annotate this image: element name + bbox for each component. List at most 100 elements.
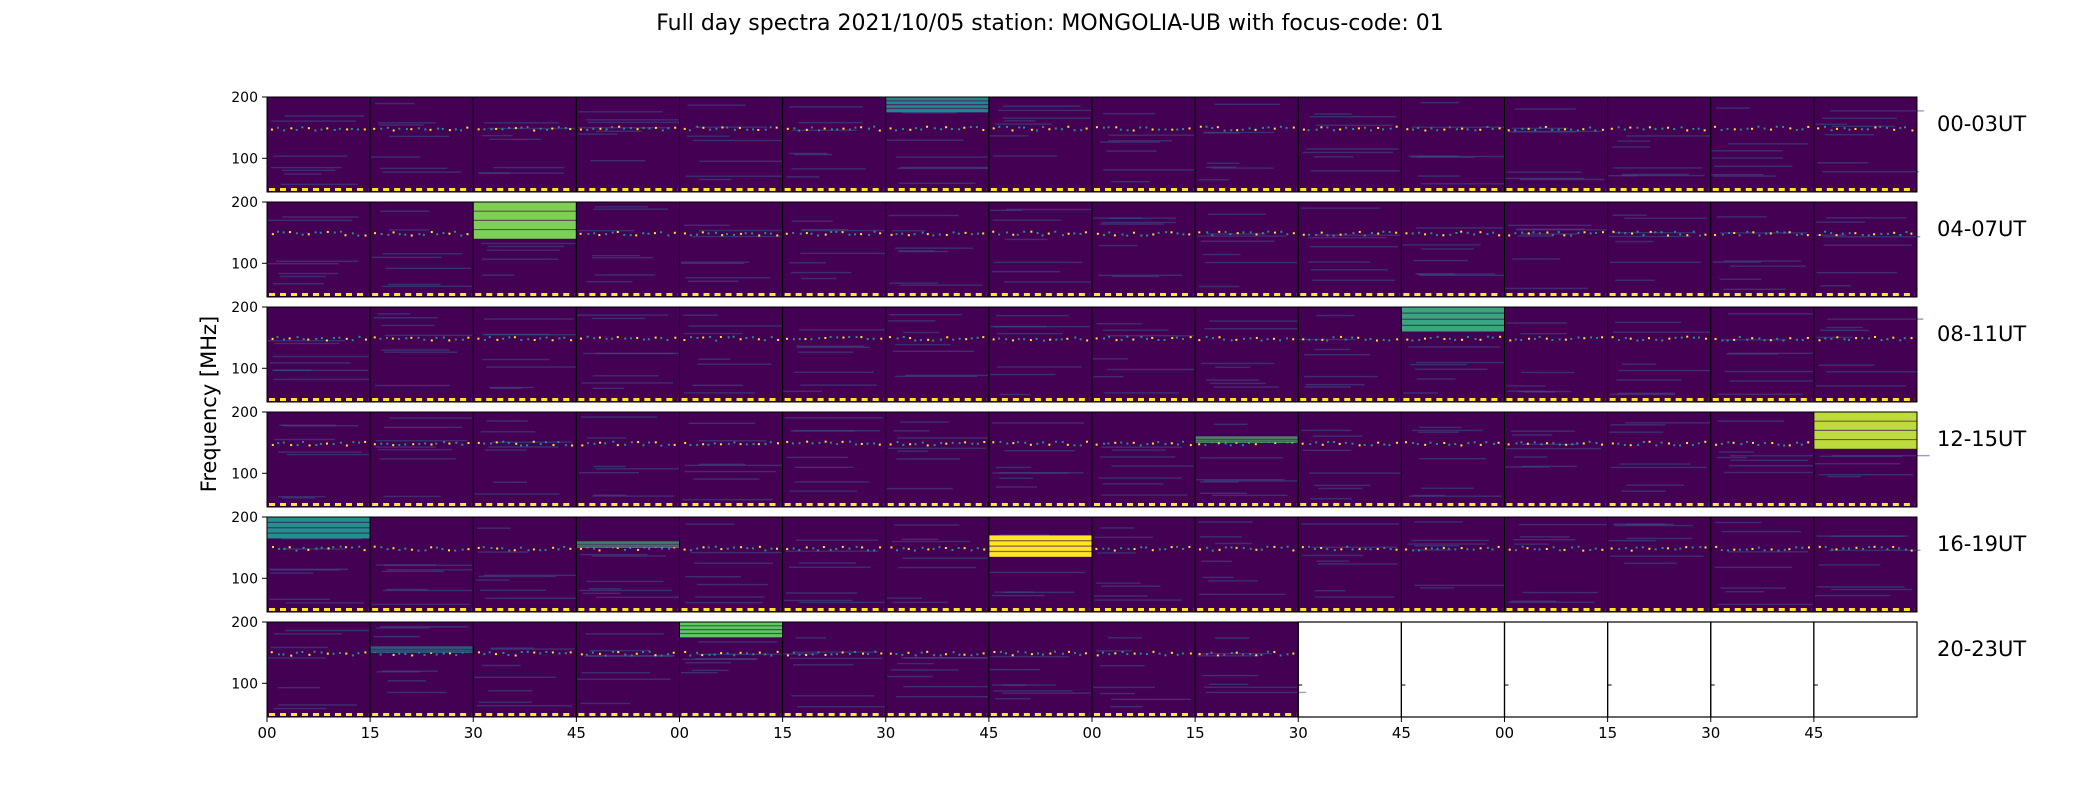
rfi-dot	[1577, 336, 1580, 339]
noise-band	[1213, 386, 1279, 388]
rfi-dot	[1254, 443, 1257, 446]
rfi-dot	[1874, 336, 1877, 339]
noise-band	[377, 122, 436, 124]
rfi-dot	[1405, 232, 1408, 235]
rfi-dot	[1699, 234, 1702, 237]
rfi-dot	[1165, 231, 1168, 234]
noise-band	[901, 112, 957, 114]
noise-band	[1827, 318, 1924, 320]
rfi-dot	[1095, 443, 1098, 446]
rfi-dot	[1492, 231, 1495, 234]
spectrogram-panel	[576, 202, 680, 297]
rfi-dot	[1776, 230, 1779, 233]
rfi-dot	[1389, 548, 1392, 551]
rfi-dot	[1520, 339, 1523, 342]
rfi-dot	[570, 339, 573, 342]
rfi-dot	[520, 650, 523, 653]
rfi-dot	[1157, 338, 1160, 341]
noise-band	[1195, 478, 1285, 481]
noise-band	[587, 437, 627, 439]
rfi-dot	[1910, 549, 1913, 552]
rfi-dot	[519, 546, 522, 549]
rfi-dot	[1801, 128, 1804, 131]
rfi-dot	[932, 234, 935, 237]
rfi-dot	[1067, 650, 1070, 653]
rfi-dot	[1383, 443, 1386, 446]
noise-band	[1417, 431, 1460, 433]
rfi-dot	[1382, 128, 1385, 131]
rfi-dot	[1680, 336, 1683, 339]
x-tick-label: 45	[567, 724, 586, 742]
rfi-dot	[1146, 234, 1149, 237]
rfi-dot	[688, 129, 691, 132]
rfi-dot	[1326, 126, 1329, 129]
rfi-dot	[1157, 231, 1160, 234]
noise-band	[267, 262, 339, 265]
rfi-dot	[1905, 231, 1908, 234]
spectrogram-panel	[1401, 202, 1520, 297]
rfi-dot	[805, 128, 808, 131]
rfi-dot	[1285, 126, 1288, 129]
noise-band	[478, 551, 529, 553]
noise-band	[688, 422, 756, 424]
rfi-dot	[976, 547, 979, 550]
rfi-dot	[1243, 337, 1246, 340]
x-tick-label: 30	[1701, 724, 1720, 742]
rfi-dot	[855, 545, 858, 548]
rfi-dot	[648, 547, 651, 550]
noise-band	[1826, 326, 1863, 329]
noise-band	[1510, 600, 1557, 603]
rfi-dot	[552, 546, 555, 549]
rfi-dot	[569, 547, 572, 550]
rfi-dot	[647, 232, 650, 235]
rfi-dot	[1534, 129, 1537, 132]
noise-band	[389, 135, 450, 138]
rfi-dot	[1703, 129, 1706, 132]
rfi-dot	[1636, 339, 1639, 342]
rfi-dot	[1486, 335, 1489, 338]
rfi-dot	[442, 652, 445, 655]
rfi-dot	[502, 337, 505, 340]
rfi-dot	[1647, 337, 1650, 340]
noise-band	[1723, 260, 1801, 262]
rfi-dot	[976, 442, 979, 445]
rfi-dot	[824, 336, 827, 339]
rfi-dot	[1726, 339, 1729, 342]
panel-frame	[1813, 621, 1918, 718]
rfi-dot	[1686, 234, 1689, 237]
rfi-dot	[1507, 443, 1510, 446]
rfi-dot	[1589, 232, 1592, 235]
rfi-dot	[1507, 129, 1510, 132]
rfi-dot	[351, 232, 354, 235]
panel-frame	[1813, 201, 1918, 298]
rfi-dot	[861, 546, 864, 549]
rfi-dot	[1818, 234, 1821, 237]
rfi-dot	[1048, 128, 1051, 131]
rfi-dot	[1079, 338, 1082, 341]
rfi-dot	[777, 338, 780, 341]
rfi-dot	[770, 336, 773, 339]
panel-frame	[1503, 621, 1609, 718]
noise-band	[481, 242, 576, 245]
rfi-dot	[1205, 335, 1208, 338]
rfi-dot	[1029, 339, 1032, 342]
rfi-dot	[1873, 233, 1876, 236]
rfi-dot	[1817, 127, 1820, 130]
rfi-dot	[295, 232, 298, 235]
rfi-dot	[1255, 336, 1258, 339]
rfi-dot	[1047, 232, 1050, 235]
noise-band	[999, 477, 1033, 479]
rfi-dot	[818, 441, 821, 444]
rfi-dot	[1107, 126, 1110, 129]
rfi-dot	[398, 443, 401, 446]
rfi-dot	[792, 651, 795, 654]
rfi-dot	[1635, 546, 1638, 549]
rfi-dot	[276, 126, 279, 129]
rfi-dot	[520, 444, 523, 447]
rfi-dot	[1738, 548, 1741, 551]
panel-background	[782, 202, 886, 297]
rfi-dot	[1879, 125, 1882, 128]
rfi-dot	[1807, 125, 1810, 128]
noise-band	[490, 648, 575, 650]
x-tick-label: 00	[1495, 724, 1514, 742]
